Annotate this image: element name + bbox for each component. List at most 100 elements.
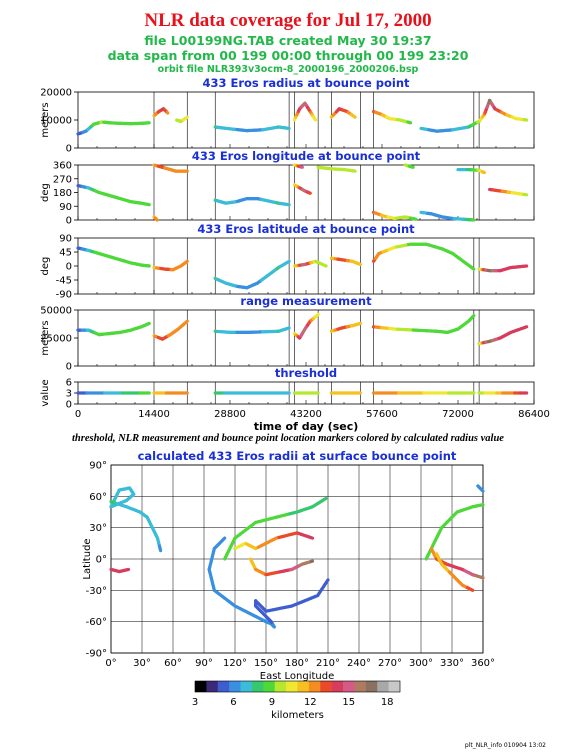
series-segment xyxy=(477,264,529,273)
series-line xyxy=(313,117,318,122)
series-segment xyxy=(419,210,476,222)
map-x-tick-label: 150° xyxy=(254,658,278,669)
map-x-tick-label: 180° xyxy=(285,658,309,669)
colorbar-tick-label: 6 xyxy=(230,697,236,708)
y-tick-label: 0 xyxy=(66,144,72,155)
map-x-tick-label: 330° xyxy=(440,658,464,669)
colorbar-swatch xyxy=(286,681,298,692)
file-info-line: file L00199NG.TAB created May 30 19:37 xyxy=(144,33,432,48)
map-track xyxy=(207,536,330,629)
panel-title: 433 Eros latitude at bounce point xyxy=(197,222,415,236)
colorbar-label: kilometers xyxy=(271,710,324,721)
colorbar-swatch xyxy=(354,681,367,692)
y-tick-label: 360 xyxy=(53,161,72,172)
colorbar-tick-label: 18 xyxy=(381,697,394,708)
series-segment xyxy=(175,115,189,124)
series-segment xyxy=(329,321,362,333)
series-segment xyxy=(152,319,189,341)
colorbar-swatch xyxy=(377,681,389,692)
series-segment xyxy=(456,167,486,175)
y-tick-label: 270 xyxy=(53,174,72,185)
series-segment xyxy=(152,107,170,118)
series-segment xyxy=(493,107,529,122)
colorbar-swatch xyxy=(206,681,219,692)
x-tick-label: 72000 xyxy=(442,409,474,420)
map-x-tick-label: 240° xyxy=(347,658,371,669)
map-y-tick-label: 90° xyxy=(89,461,107,472)
series-segment xyxy=(371,109,413,125)
series-segment xyxy=(403,163,415,169)
map-x-axis-label: East Longitude xyxy=(260,671,335,682)
y-tick-label: -90 xyxy=(56,290,72,301)
colorbar-swatch xyxy=(365,681,378,692)
figure-caption: threshold, NLR measurement and bounce po… xyxy=(72,433,504,444)
series-segment xyxy=(292,163,304,169)
series-line xyxy=(523,325,529,330)
y-tick-label: 0 xyxy=(66,262,72,273)
y-axis-label: deg xyxy=(40,257,51,276)
series-segment xyxy=(292,259,328,268)
map-y-axis-label: Latitude xyxy=(82,538,93,579)
series-segment xyxy=(488,187,529,197)
map-y-tick-label: -90° xyxy=(86,649,107,660)
y-axis-label: deg xyxy=(40,183,51,202)
x-tick-label: 57600 xyxy=(366,409,398,420)
series-line xyxy=(286,259,291,264)
series-segment xyxy=(329,107,357,119)
colorbar-swatch xyxy=(320,681,332,692)
map-track xyxy=(434,552,475,592)
map-y-tick-label: 0° xyxy=(96,555,107,566)
map-y-tick-label: -30° xyxy=(86,586,107,597)
x-tick-label: 28800 xyxy=(214,409,246,420)
y-tick-label: 0 xyxy=(66,216,72,227)
y-tick-label: 180 xyxy=(53,188,72,199)
series-segment xyxy=(152,259,189,272)
panel-title: range measurement xyxy=(240,294,372,308)
y-axis-label: meters xyxy=(40,102,51,137)
colorbar-tick-label: 9 xyxy=(269,697,275,708)
series-segment xyxy=(477,325,529,346)
map-x-tick-label: 360° xyxy=(471,658,495,669)
map-x-tick-label: 270° xyxy=(378,658,402,669)
orbit-file-line: orbit file NLR393v3ocm-8_2000196_2000206… xyxy=(157,64,419,75)
map-x-tick-label: 60° xyxy=(164,658,182,669)
series-line xyxy=(184,319,189,324)
colorbar-swatch xyxy=(240,681,253,692)
map-track xyxy=(109,567,131,574)
y-tick-label: 0 xyxy=(66,362,72,373)
x-tick-label: 0 xyxy=(75,409,81,420)
series-segment xyxy=(371,314,476,334)
x-tick-label: 14400 xyxy=(138,409,170,420)
y-tick-label: 20000 xyxy=(40,88,72,99)
map-title: calculated 433 Eros radii at surface bou… xyxy=(138,449,457,463)
panel-title: 433 Eros longitude at bounce point xyxy=(192,149,421,163)
series-segment xyxy=(76,246,151,268)
series-segment xyxy=(371,210,418,221)
series-segment xyxy=(419,98,497,133)
series-segment xyxy=(329,256,362,267)
y-tick-label: 3 xyxy=(66,389,72,400)
y-tick-label: 6 xyxy=(66,378,72,389)
series-segment xyxy=(152,215,159,222)
y-tick-label: 25000 xyxy=(40,334,72,345)
y-axis-label: meters xyxy=(40,320,51,355)
colorbar-swatch xyxy=(229,681,241,692)
map-track xyxy=(424,503,485,561)
panel-title: threshold xyxy=(275,366,337,380)
y-tick-label: 45 xyxy=(59,248,72,259)
colorbar-tick-label: 12 xyxy=(304,697,317,708)
colorbar-swatch xyxy=(388,681,401,692)
map-x-tick-label: 120° xyxy=(223,658,247,669)
series-segment xyxy=(371,242,476,271)
map-x-tick-label: 300° xyxy=(409,658,433,669)
y-axis-label: value xyxy=(40,379,51,406)
x-tick-label: 86400 xyxy=(518,409,550,420)
y-tick-label: -45 xyxy=(56,276,72,287)
map-x-tick-label: 0° xyxy=(105,658,116,669)
y-tick-label: 90 xyxy=(59,234,72,245)
map-x-tick-label: 90° xyxy=(195,658,213,669)
data-span-line: data span from 00 199 00:00 through 00 1… xyxy=(107,48,469,63)
colorbar-swatch xyxy=(343,681,355,692)
series-segment xyxy=(213,125,291,133)
plot-frame xyxy=(77,91,535,149)
